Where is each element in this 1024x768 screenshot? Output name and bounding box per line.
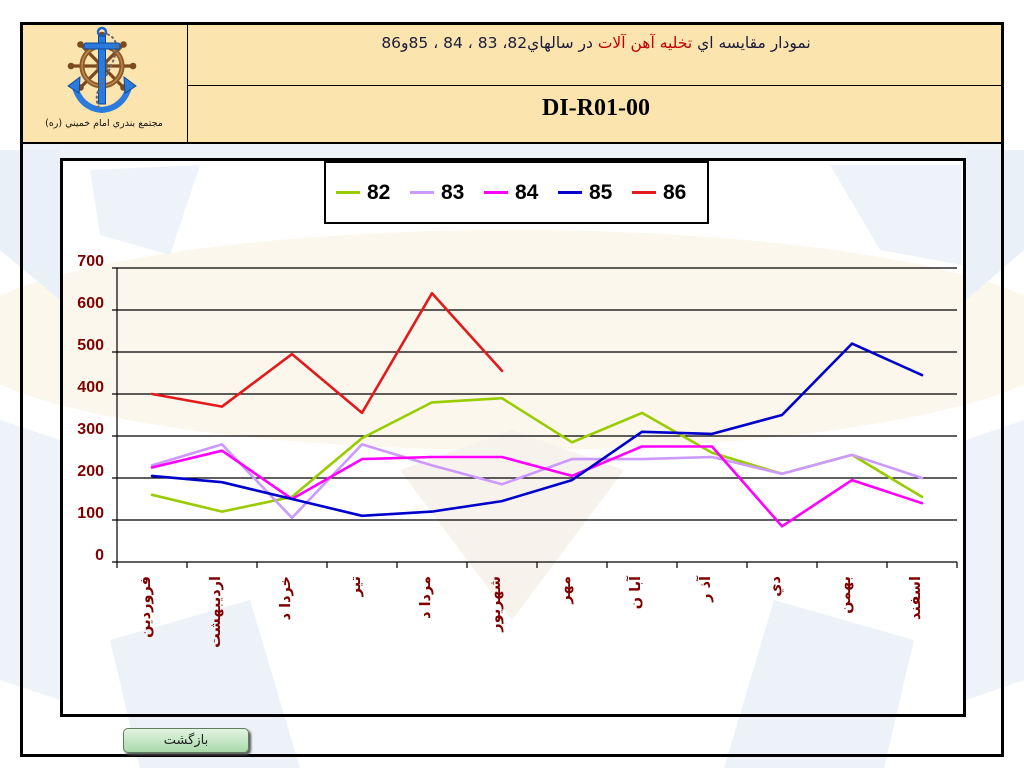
y-tick-label: 200 <box>77 463 104 480</box>
watermark-shape <box>90 165 200 255</box>
legend-item-83: 83 <box>410 181 484 205</box>
organization-name: مجتمع بندري امام خميني (ره) <box>45 118 163 129</box>
watermark-shape <box>0 230 1024 450</box>
y-tick-label: 0 <box>95 547 104 564</box>
title-suffix: در سالهاي82، 83 ، 84 ، 85و86 <box>381 34 593 52</box>
legend-label: 85 <box>589 180 613 204</box>
watermark-shape <box>830 165 962 265</box>
legend-label: 83 <box>441 180 465 204</box>
watermark-shape <box>22 144 1002 158</box>
legend-item-84: 84 <box>484 181 558 205</box>
y-tick-label: 600 <box>77 295 104 312</box>
legend-swatch <box>336 191 360 194</box>
title-highlight: تخليه آهن آلات <box>597 34 693 52</box>
legend-item-85: 85 <box>558 181 632 205</box>
watermark-shape <box>110 600 300 768</box>
x-tick-label: فروردين <box>138 576 154 638</box>
y-tick-label: 300 <box>77 421 104 438</box>
series-line-84 <box>150 445 924 528</box>
y-tick-label: 100 <box>77 505 104 522</box>
legend-swatch <box>410 191 434 194</box>
x-tick-label: تير <box>348 576 364 597</box>
document-code-cell: DI-R01-00 <box>188 86 1004 142</box>
document-code: DI-R01-00 <box>542 95 650 121</box>
series-line-83 <box>150 443 924 520</box>
line-chart: 0 100 200 300 400 500 600 700 فروردين ارديبهشت خرد… <box>77 253 958 648</box>
watermark-shape <box>966 150 1024 300</box>
legend-swatch <box>484 191 508 194</box>
legend-label: 86 <box>663 180 687 204</box>
y-tick-label: 700 <box>77 253 104 270</box>
series-line-85 <box>150 342 924 518</box>
x-tick-label: مردا د <box>418 576 434 619</box>
series-line-82 <box>150 396 924 513</box>
legend-label: 84 <box>515 180 539 204</box>
x-tick-label: بهمن <box>838 576 854 614</box>
x-tick-label: شهريور <box>488 576 504 633</box>
y-tick-label: 500 <box>77 337 104 354</box>
chart-legend: 82 83 84 85 86 <box>324 161 709 224</box>
legend-label: 82 <box>367 180 391 204</box>
legend-swatch <box>632 191 656 194</box>
page-title: نمودار مقايسه اي تخليه آهن آلات در سالها… <box>188 22 1004 86</box>
anchor-wheel-logo-icon <box>67 26 137 114</box>
x-tick-label: آبا ن <box>626 575 644 609</box>
logo-cell: مجتمع بندري امام خميني (ره) <box>20 22 188 142</box>
y-tick-label: 400 <box>77 379 104 396</box>
header-table: مجتمع بندري امام خميني (ره) نمودار مقايس… <box>20 22 1004 144</box>
x-tick-label: آذ ر <box>696 575 714 603</box>
legend-item-86: 86 <box>632 181 706 205</box>
legend-item-82: 82 <box>336 181 410 205</box>
x-tick-label: ارديبهشت <box>208 576 224 648</box>
watermark-shape <box>0 150 60 300</box>
x-tick-label: اسفند <box>908 576 924 620</box>
back-button[interactable]: بازگشت <box>123 728 249 753</box>
x-tick-label: خردا د <box>278 576 294 620</box>
x-tick-label: مهر <box>558 576 574 605</box>
legend-swatch <box>558 191 582 194</box>
series-line-86 <box>150 291 504 415</box>
watermark-shape <box>724 600 914 768</box>
title-prefix: نمودار مقايسه اي <box>697 34 811 52</box>
watermark-shape <box>0 420 60 700</box>
x-tick-label: دي <box>768 576 785 597</box>
anchor-icon <box>67 26 137 114</box>
watermark-shape <box>966 420 1024 700</box>
